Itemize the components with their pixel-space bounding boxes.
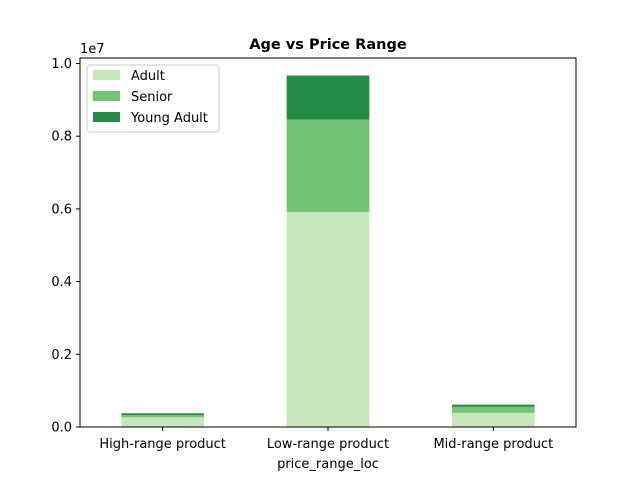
bar-senior-2 bbox=[452, 406, 535, 413]
x-tick-label: Low-range product bbox=[267, 437, 389, 452]
bar-young-adult-2 bbox=[452, 404, 535, 407]
legend: Adult Senior Young Adult bbox=[86, 64, 220, 133]
legend-label-senior: Senior bbox=[131, 90, 173, 105]
bar-adult-0 bbox=[121, 417, 204, 427]
chart-title: Age vs Price Range bbox=[249, 37, 406, 53]
y-axis: 0.0 0.2 0.4 0.6 0.8 1.0 bbox=[51, 57, 80, 436]
bars-layer bbox=[121, 75, 535, 427]
y-scale-label: 1e7 bbox=[80, 42, 105, 57]
legend-label-young-adult: Young Adult bbox=[130, 111, 208, 126]
y-tick-label: 1.0 bbox=[51, 57, 72, 72]
x-tick-label: Mid-range product bbox=[433, 437, 553, 452]
bar-senior-1 bbox=[286, 119, 370, 213]
bar-adult-1 bbox=[286, 212, 370, 427]
y-tick-label: 0.4 bbox=[51, 275, 72, 290]
legend-swatch-senior bbox=[93, 91, 120, 101]
bar-young-adult-0 bbox=[121, 413, 204, 416]
y-tick-label: 0.0 bbox=[51, 421, 72, 436]
x-axis-label: price_range_loc bbox=[277, 457, 379, 472]
x-axis: High-range product Low-range product Mid-r… bbox=[99, 427, 553, 452]
bar-young-adult-1 bbox=[286, 75, 370, 120]
legend-swatch-adult bbox=[93, 70, 120, 80]
y-tick-label: 0.8 bbox=[51, 130, 72, 145]
bar-senior-0 bbox=[121, 415, 204, 418]
legend-swatch-young-adult bbox=[93, 112, 120, 122]
y-tick-label: 0.6 bbox=[51, 202, 72, 217]
legend-label-adult: Adult bbox=[131, 69, 165, 84]
y-tick-label: 0.2 bbox=[51, 348, 72, 363]
x-tick-label: High-range product bbox=[99, 437, 226, 452]
bar-adult-2 bbox=[452, 412, 535, 427]
